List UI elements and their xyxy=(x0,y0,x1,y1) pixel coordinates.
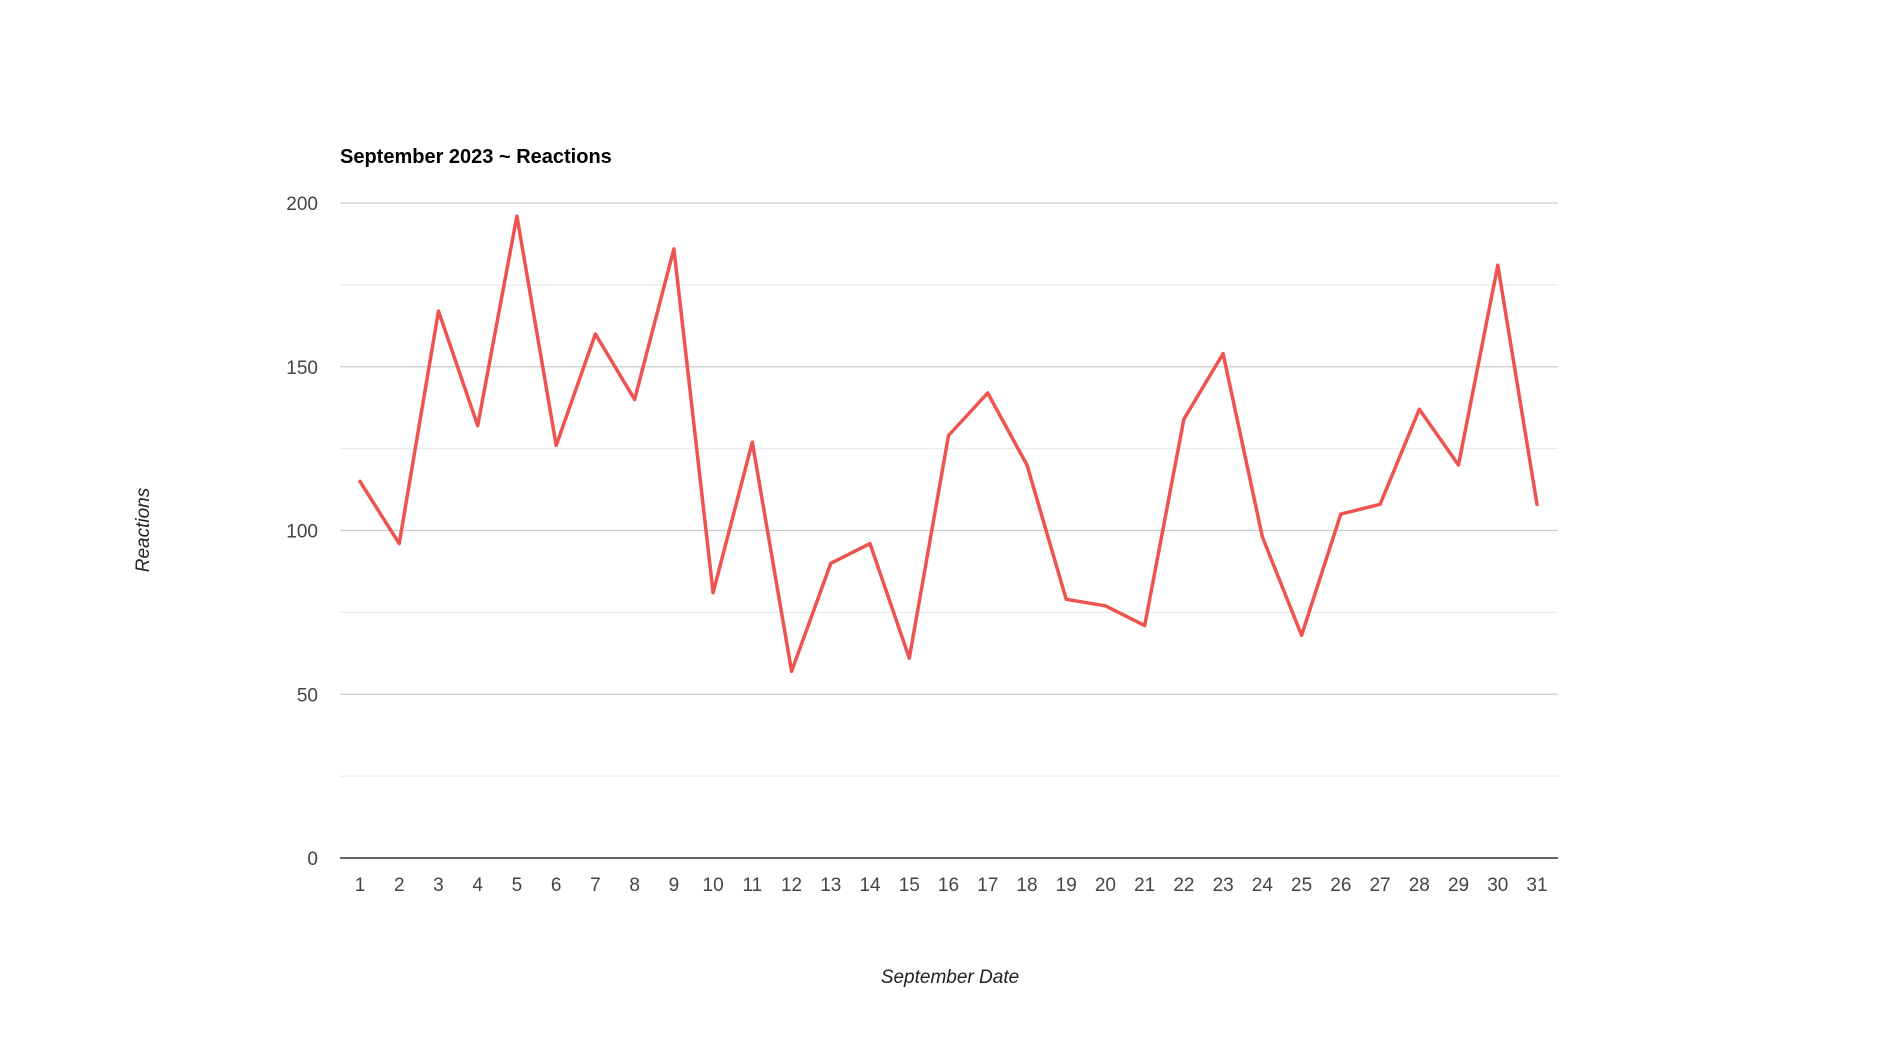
y-axis-title: Reactions xyxy=(133,487,154,572)
x-tick-label: 13 xyxy=(820,875,841,896)
x-tick-label: 1 xyxy=(355,875,366,896)
x-tick-label: 11 xyxy=(742,875,762,896)
y-tick-label: 50 xyxy=(297,685,318,706)
gridlines xyxy=(340,202,1558,859)
x-axis-title: September Date xyxy=(881,967,1019,988)
chart-title: September 2023 ~ Reactions xyxy=(340,146,612,168)
series-line xyxy=(358,214,1539,674)
x-tick-label: 5 xyxy=(512,875,523,896)
x-tick-label: 2 xyxy=(394,875,405,896)
x-tick-label: 3 xyxy=(433,875,444,896)
x-tick-label: 30 xyxy=(1487,875,1508,896)
x-tick-label: 9 xyxy=(669,875,680,896)
x-tick-label: 16 xyxy=(938,875,959,896)
x-tick-label: 14 xyxy=(859,875,881,896)
y-tick-label: 150 xyxy=(286,358,318,379)
x-tick-label: 27 xyxy=(1369,875,1390,896)
x-tick-label: 20 xyxy=(1095,875,1116,896)
x-tick-label: 8 xyxy=(629,875,640,896)
series-layer xyxy=(358,214,1539,674)
x-tick-label: 31 xyxy=(1526,875,1547,896)
x-tick-label: 28 xyxy=(1409,875,1430,896)
x-tick-label: 25 xyxy=(1291,875,1312,896)
x-tick-label: 12 xyxy=(781,875,802,896)
y-tick-label: 0 xyxy=(307,849,318,870)
x-tick-label: 17 xyxy=(977,875,998,896)
x-tick-label: 21 xyxy=(1134,875,1155,896)
y-axis-ticks: 0 50 100 150 200 xyxy=(286,194,318,870)
x-tick-label: 24 xyxy=(1252,875,1274,896)
y-tick-label: 100 xyxy=(286,522,318,543)
x-tick-label: 18 xyxy=(1016,875,1037,896)
x-tick-label: 6 xyxy=(551,875,562,896)
x-tick-label: 29 xyxy=(1448,875,1469,896)
y-tick-label: 200 xyxy=(286,194,318,215)
x-tick-label: 22 xyxy=(1173,875,1194,896)
x-tick-label: 26 xyxy=(1330,875,1351,896)
x-tick-label: 7 xyxy=(590,875,601,896)
x-tick-label: 23 xyxy=(1213,875,1234,896)
x-axis-ticks: 1 2 3 4 5 6 7 8 9 10 11 12 13 14 15 16 17 18 19 20 21 22 23 24 2… xyxy=(355,875,1548,896)
x-tick-label: 4 xyxy=(472,875,483,896)
x-tick-label: 10 xyxy=(703,875,724,896)
x-tick-label: 19 xyxy=(1056,875,1077,896)
x-tick-label: 15 xyxy=(899,875,920,896)
